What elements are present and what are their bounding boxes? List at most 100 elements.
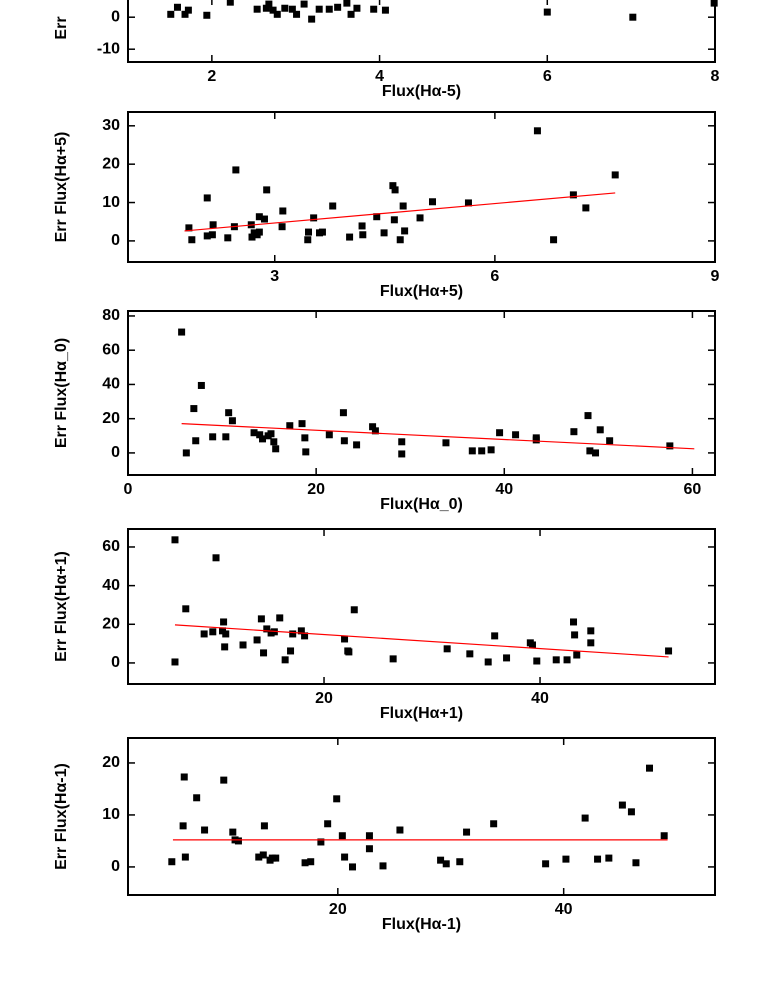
point [491, 632, 499, 640]
y-axis-label: Err Flux(Hα-1) [53, 763, 70, 870]
point [347, 10, 355, 18]
point [338, 832, 346, 840]
point [358, 222, 366, 230]
x-axis-label: Flux(Hα_0) [380, 496, 463, 513]
point [401, 227, 409, 235]
point [396, 826, 404, 834]
x-tick-label: 40 [555, 901, 573, 918]
point [396, 236, 404, 244]
point [259, 851, 267, 859]
point [350, 606, 358, 614]
point [171, 536, 179, 544]
point [570, 618, 578, 626]
point [200, 630, 208, 638]
x-tick-label: 3 [270, 268, 279, 285]
point [278, 223, 286, 231]
point [220, 618, 228, 626]
point [248, 233, 256, 241]
point [592, 449, 600, 457]
point [253, 5, 261, 13]
point [496, 429, 504, 437]
point [228, 417, 236, 425]
point [262, 4, 270, 12]
x-tick-label: 0 [124, 481, 133, 498]
point [629, 13, 637, 21]
point [289, 630, 297, 638]
point [190, 405, 198, 413]
point [587, 639, 595, 647]
point [281, 656, 289, 664]
point [398, 450, 406, 458]
y-tick-label: 20 [102, 754, 120, 771]
point [257, 615, 265, 623]
y-tick-label: 10 [102, 194, 120, 211]
point [301, 632, 309, 640]
point [221, 643, 229, 651]
point [269, 6, 277, 14]
point [512, 431, 520, 439]
y-tick-label: 20 [102, 410, 120, 427]
point [605, 854, 613, 862]
point [182, 449, 190, 457]
plot-frame [127, 310, 716, 476]
point [255, 853, 263, 861]
point [209, 628, 217, 636]
point [181, 10, 189, 18]
point [456, 858, 464, 866]
x-tick-label: 9 [711, 268, 720, 285]
point [197, 381, 205, 389]
point [490, 820, 498, 828]
point [349, 863, 357, 871]
y-tick-label: 20 [102, 615, 120, 632]
point [272, 445, 280, 453]
point [253, 636, 261, 644]
point [333, 795, 341, 803]
point [167, 10, 175, 18]
x-axis-label: Flux(Hα-1) [382, 916, 461, 933]
point [339, 409, 347, 417]
x-tick-label: 2 [207, 68, 216, 85]
point [464, 199, 472, 207]
point [365, 832, 373, 840]
x-tick-label: 20 [315, 690, 333, 707]
point [381, 6, 389, 14]
point [297, 627, 305, 635]
y-axis-label: Err Flux(Hα+5) [53, 132, 70, 243]
point [212, 554, 220, 562]
panel: 20 40 0 10 20 Flux(Hα-1) Err Flux(Hα-1) [53, 737, 716, 933]
point [329, 202, 337, 210]
point [307, 858, 315, 866]
point [340, 437, 348, 445]
point [226, 0, 234, 6]
point [201, 826, 209, 834]
point [552, 656, 560, 664]
point [463, 828, 471, 836]
point [665, 647, 673, 655]
point [308, 15, 316, 23]
point [324, 820, 332, 828]
point [341, 635, 349, 643]
point [582, 204, 590, 212]
point [318, 228, 326, 236]
point [305, 228, 313, 236]
point [276, 614, 284, 622]
point [255, 213, 263, 221]
x-tick-label: 40 [495, 481, 513, 498]
point [365, 845, 373, 853]
y-tick-label: 30 [102, 117, 120, 134]
point [632, 859, 640, 867]
point [171, 658, 179, 666]
point [273, 10, 281, 18]
plot-frame [127, 0, 716, 63]
fit-line [181, 423, 695, 450]
point [255, 228, 263, 236]
point [443, 645, 451, 653]
point [317, 838, 325, 846]
point [222, 433, 230, 441]
point [182, 605, 190, 613]
point [379, 862, 387, 870]
point [370, 5, 378, 13]
point [260, 215, 268, 223]
point [267, 430, 275, 438]
